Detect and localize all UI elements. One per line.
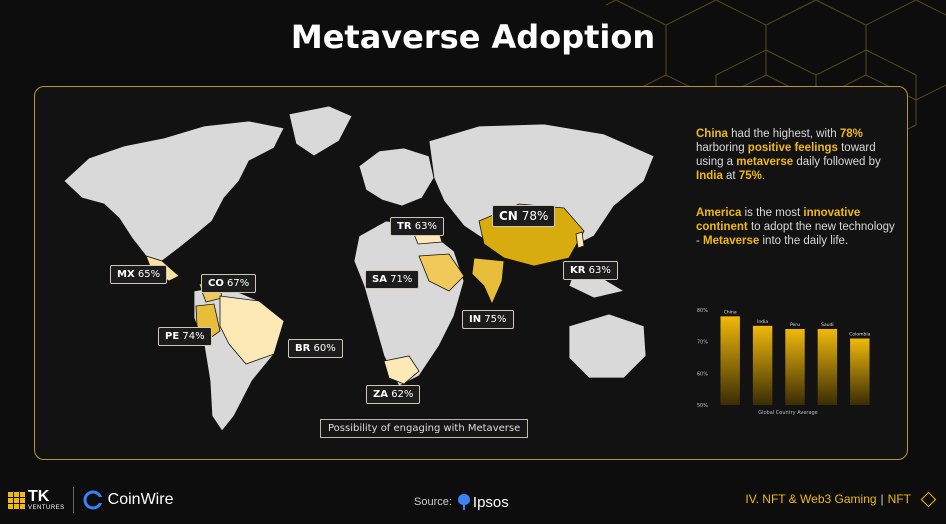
footer-brands: TK VENTURES CoinWire bbox=[8, 487, 173, 513]
tk-brand: TK bbox=[28, 488, 50, 505]
chart-bar-india bbox=[752, 325, 773, 405]
map-caption: Possibility of engaging with Metaverse bbox=[320, 419, 529, 438]
map-label-mx: MX 65% bbox=[110, 265, 168, 284]
chart-category-label: Colombia bbox=[849, 332, 870, 338]
insight-america: America is the most innovative continent… bbox=[696, 207, 895, 247]
south-africa-region bbox=[383, 355, 420, 385]
chart-category-label: Peru bbox=[790, 322, 800, 328]
europe-landmass bbox=[358, 147, 435, 207]
chart-y-tick-label: 50% bbox=[697, 403, 708, 409]
map-label-cn: CN 78% bbox=[492, 205, 556, 227]
coinwire-icon bbox=[83, 490, 103, 510]
diamond-icon bbox=[920, 491, 937, 507]
map-label-br: BR 60% bbox=[288, 339, 343, 358]
ipsos-logo: Ipsos bbox=[457, 493, 509, 511]
chart-bar-china bbox=[720, 316, 740, 405]
chart-category-label: China bbox=[724, 309, 737, 315]
footer-section: IV. NFT & Web3 Gaming | NFT bbox=[745, 491, 937, 507]
section-tag: NFT bbox=[887, 492, 911, 506]
korea-region bbox=[575, 231, 585, 249]
section-label: IV. NFT & Web3 Gaming bbox=[745, 492, 877, 506]
coinwire-brand: CoinWire bbox=[107, 491, 174, 508]
greenland-landmass bbox=[288, 105, 353, 157]
chart-y-tick-label: 80% bbox=[697, 308, 708, 314]
chart-y-tick-label: 70% bbox=[697, 340, 708, 346]
map-label-tr: TR 63% bbox=[390, 217, 444, 236]
map-label-sa: SA 71% bbox=[365, 270, 420, 289]
country-bar-chart: 50% 60% 70% 80% China India Peru Saudi Colombia… bbox=[697, 308, 871, 416]
chart-category-label: Saudi bbox=[821, 322, 834, 328]
ipsos-brand: Ipsos bbox=[472, 493, 509, 511]
saudi-region bbox=[418, 253, 465, 292]
ventures-brand: VENTURES bbox=[28, 505, 65, 511]
australia-landmass bbox=[568, 313, 647, 379]
chart-x-axis-label: Global Country Average bbox=[758, 410, 818, 416]
insight-china-india: China had the highest, with 78% harborin… bbox=[696, 128, 881, 182]
brazil-region bbox=[219, 295, 285, 365]
section-separator: | bbox=[880, 492, 884, 506]
page-title: Metaverse Adoption bbox=[290, 18, 656, 56]
world-map bbox=[63, 105, 655, 432]
chart-category-label: India bbox=[757, 319, 768, 325]
india-region bbox=[471, 257, 505, 305]
chart-bar-colombia bbox=[850, 338, 870, 405]
brand-divider bbox=[72, 487, 74, 513]
footer-source: Source: Ipsos bbox=[414, 493, 509, 511]
coinwire-logo: CoinWire bbox=[82, 489, 174, 511]
chart-bar-saudi bbox=[817, 329, 838, 405]
chart-bar-peru bbox=[785, 329, 805, 405]
tk-ventures-logo-icon bbox=[8, 491, 25, 509]
source-label: Source: bbox=[414, 496, 452, 508]
map-label-in: IN 75% bbox=[462, 310, 514, 329]
ipsos-icon bbox=[457, 494, 470, 510]
chart-y-tick-label: 60% bbox=[697, 371, 708, 377]
map-label-co: CO 67% bbox=[201, 274, 257, 293]
map-label-za: ZA 62% bbox=[366, 385, 421, 404]
north-america-landmass bbox=[63, 120, 285, 262]
map-label-kr: KR 63% bbox=[563, 261, 618, 280]
map-label-pe: PE 74% bbox=[158, 327, 212, 346]
